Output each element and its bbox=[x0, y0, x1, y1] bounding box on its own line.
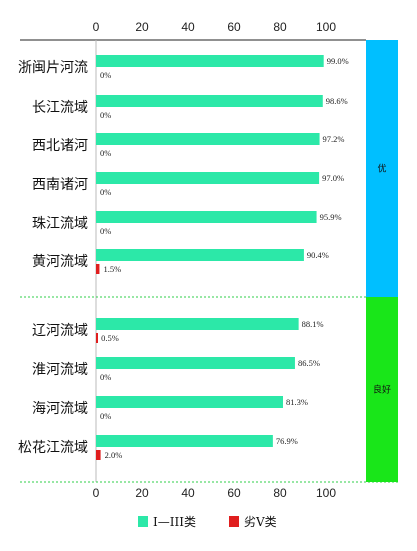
data-label-poor: 2.0% bbox=[105, 450, 123, 460]
top-tick-label: 0 bbox=[93, 20, 100, 34]
legend-label-poor: 劣V类 bbox=[244, 515, 277, 529]
bar-good bbox=[96, 133, 320, 145]
data-label-good: 95.9% bbox=[320, 212, 342, 222]
grade-label: 良好 bbox=[373, 384, 391, 396]
legend-swatch-poor bbox=[229, 516, 239, 527]
bar-poor bbox=[96, 450, 101, 460]
category-label: 浙闽片河流 bbox=[18, 60, 88, 76]
data-label-good: 99.0% bbox=[327, 56, 349, 66]
bottom-tick-label: 0 bbox=[93, 486, 100, 500]
grade-label: 优 bbox=[377, 163, 386, 175]
bar-good bbox=[96, 318, 299, 330]
data-label-poor: 0% bbox=[100, 187, 111, 197]
bottom-tick-label: 60 bbox=[227, 486, 241, 500]
bottom-axis-ticks: 0 20 40 60 80 100 bbox=[93, 486, 337, 500]
data-label-good: 86.5% bbox=[298, 358, 320, 368]
bar-good bbox=[96, 172, 320, 184]
data-label-good: 90.4% bbox=[307, 250, 329, 260]
legend-label-good: I—III类 bbox=[153, 515, 196, 529]
top-tick-label: 40 bbox=[181, 20, 195, 34]
data-label-good: 97.0% bbox=[322, 173, 344, 183]
bars: 99.0% 0% 98.6% 0% 97.2% 0% 97.0% 0% 95.9% 0% 90.4%… bbox=[96, 55, 349, 460]
top-tick-label: 100 bbox=[316, 20, 336, 34]
category-label: 西南诸河 bbox=[32, 177, 88, 193]
grade-box bbox=[366, 40, 398, 297]
bar-good bbox=[96, 396, 283, 408]
data-label-good: 88.1% bbox=[302, 319, 324, 329]
data-label-good: 76.9% bbox=[276, 436, 298, 446]
data-label-poor: 1.5% bbox=[103, 264, 121, 274]
category-label: 西北诸河 bbox=[32, 138, 88, 154]
category-label: 辽河流域 bbox=[32, 323, 88, 339]
bar-good bbox=[96, 249, 304, 261]
data-label-poor: 0% bbox=[100, 411, 111, 421]
top-tick-label: 60 bbox=[227, 20, 241, 34]
data-label-poor: 0% bbox=[100, 70, 111, 80]
grade-box bbox=[366, 297, 398, 482]
bar-good bbox=[96, 435, 273, 447]
data-label-poor: 0% bbox=[100, 148, 111, 158]
bar-poor bbox=[96, 264, 100, 274]
bar-good bbox=[96, 95, 323, 107]
bottom-tick-label: 20 bbox=[135, 486, 149, 500]
bar-good bbox=[96, 211, 317, 223]
bottom-tick-label: 100 bbox=[316, 486, 336, 500]
data-label-good: 98.6% bbox=[326, 96, 348, 106]
bottom-tick-label: 80 bbox=[273, 486, 287, 500]
top-tick-label: 20 bbox=[135, 20, 149, 34]
bar-poor bbox=[96, 333, 98, 343]
data-label-poor: 0.5% bbox=[101, 333, 119, 343]
category-label: 海河流域 bbox=[32, 401, 88, 417]
bar-good bbox=[96, 55, 324, 67]
top-tick-label: 80 bbox=[273, 20, 287, 34]
top-axis-ticks: 0 20 40 60 80 100 bbox=[93, 20, 337, 34]
category-labels: 浙闽片河流长江流域西北诸河西南诸河珠江流域黄河流域辽河流域淮河流域海河流域松花江… bbox=[18, 60, 88, 456]
data-label-poor: 0% bbox=[100, 226, 111, 236]
bar-good bbox=[96, 357, 295, 369]
group-separators bbox=[20, 296, 398, 483]
data-label-poor: 0% bbox=[100, 110, 111, 120]
data-label-poor: 0% bbox=[100, 372, 111, 382]
data-label-good: 81.3% bbox=[286, 397, 308, 407]
legend: I—III类 劣V类 bbox=[138, 515, 277, 529]
category-label: 黄河流域 bbox=[32, 253, 88, 270]
grade-boxes: 优良好 bbox=[366, 40, 398, 482]
legend-swatch-good bbox=[138, 516, 148, 527]
category-label: 松花江流域 bbox=[18, 440, 88, 456]
category-label: 珠江流域 bbox=[32, 216, 88, 232]
bottom-tick-label: 40 bbox=[181, 486, 195, 500]
data-label-good: 97.2% bbox=[323, 134, 345, 144]
category-label: 淮河流域 bbox=[32, 362, 88, 378]
category-label: 长江流域 bbox=[32, 100, 88, 116]
